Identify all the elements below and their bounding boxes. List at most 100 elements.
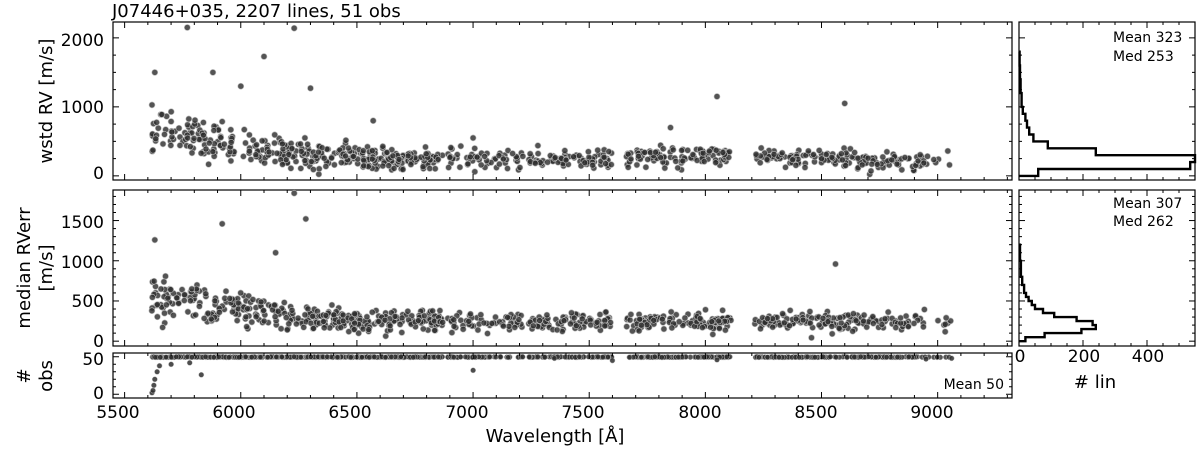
rv-scatter-point — [241, 126, 248, 133]
nobs-scatter-point — [865, 353, 872, 360]
err-scatter-point — [722, 326, 729, 334]
rv-histogram-step — [1018, 50, 1197, 178]
err-scatter-point — [675, 318, 683, 326]
rv-scatter-point — [217, 134, 225, 141]
rv-scatter-point — [287, 165, 295, 172]
err-scatter-point — [627, 311, 635, 318]
nobs-scatter-point — [347, 354, 354, 361]
err-scatter-point — [202, 290, 209, 298]
nobs-scatter-point — [605, 354, 611, 360]
nobs-scatter-point — [651, 353, 658, 360]
err-scatter-point — [626, 316, 634, 324]
nobs-scatter-axes — [112, 352, 1013, 399]
err-scatter-point — [157, 285, 165, 293]
err-scatter-point — [355, 329, 362, 337]
rv-scatter-point — [290, 24, 298, 32]
err-scatter-point — [248, 318, 256, 326]
nobs-scatter-point — [695, 354, 701, 361]
nobs-scatter-point — [764, 354, 771, 361]
err-scatter-point — [351, 310, 359, 318]
err-scatter-point — [467, 310, 474, 318]
rv-scatter-point — [864, 154, 872, 162]
err-scatter-point — [150, 277, 158, 285]
err-scatter-point — [391, 313, 399, 320]
rv-scatter-point — [509, 150, 516, 157]
err-scatter-axes — [112, 189, 1013, 347]
err-scatter-point — [280, 299, 288, 306]
nobs-scatter-point — [576, 353, 583, 360]
err-scatter-point — [629, 327, 636, 335]
rv-scatter-point — [322, 163, 330, 170]
rv-scatter-point — [699, 149, 707, 157]
rv-scatter-point — [307, 158, 315, 165]
rv-scatter-point — [898, 166, 906, 174]
rv-scatter-point — [763, 156, 771, 163]
err-scatter-point — [285, 320, 293, 328]
err-scatter-point — [869, 313, 877, 320]
rv-scatter-point — [657, 154, 665, 161]
err-scatter-point — [593, 318, 601, 326]
err-scatter-point — [208, 315, 215, 323]
err-histogram-axes — [1018, 189, 1196, 347]
err-scatter-point — [350, 326, 358, 333]
rv-scatter-point — [842, 162, 849, 169]
rv-scatter-point — [282, 156, 290, 163]
nobs-scatter-point — [186, 359, 193, 366]
err-scatter-point — [708, 318, 716, 325]
rv-scatter-point — [471, 145, 479, 152]
nobs-scatter-point — [157, 354, 164, 361]
err-scatter-point — [570, 314, 578, 322]
err-scatter-point — [707, 323, 714, 331]
rv-scatter-point — [719, 149, 727, 156]
rv-scatter-point — [315, 170, 323, 178]
rv-scatter-point — [839, 156, 846, 164]
rv-scatter-point — [868, 160, 876, 168]
nobs-scatter-point — [534, 354, 541, 360]
rv-scatter-point — [752, 151, 760, 158]
err-scatter-point — [294, 314, 302, 322]
err-scatter-point — [477, 311, 485, 319]
err-scatter-point — [799, 316, 807, 324]
rv-scatter-point — [253, 141, 260, 149]
rv-scatter-point — [200, 119, 207, 126]
rv-scatter-point — [679, 157, 687, 165]
err-scatter-point — [345, 328, 353, 335]
err-scatter-point — [398, 329, 406, 336]
err-scatter-point — [897, 314, 904, 322]
rv-scatter-point — [924, 153, 931, 160]
nobs-scatter-point — [248, 354, 255, 360]
nobs-scatter-point — [851, 354, 858, 360]
nobs-scatter-point — [154, 368, 160, 375]
chart-title: J07446+035, 2207 lines, 51 obs — [111, 1, 401, 22]
nobs-scatter-point — [609, 357, 616, 364]
rv-scatter-point — [426, 165, 434, 172]
err-scatter-point — [668, 324, 676, 332]
err-scatter-point — [211, 297, 219, 305]
rv-scatter-point — [152, 135, 159, 143]
nobs-scatter-point — [600, 354, 606, 360]
err-scatter-point — [277, 325, 285, 333]
err-scatter-point — [764, 315, 771, 322]
nobs-scatter-point — [883, 354, 890, 361]
err-histogram-step — [1018, 243, 1097, 343]
rv-scatter-point — [202, 145, 210, 153]
rv-scatter-point — [149, 146, 157, 154]
err-scatter-point — [681, 314, 689, 322]
nobs-scatter-point — [723, 353, 730, 360]
err-scatter-point — [480, 319, 488, 327]
err-scatter-point — [170, 311, 177, 319]
nobs-scatter-point — [595, 353, 601, 360]
rv-scatter-point — [473, 153, 481, 161]
rv-scatter-point — [669, 146, 677, 154]
nobs-scatter-point — [278, 354, 285, 360]
rv-scatter-point — [271, 158, 279, 165]
err-scatter-point — [602, 308, 610, 316]
rv-scatter-point — [288, 145, 296, 152]
err-scatter-point — [450, 316, 458, 324]
rv-scatter-point — [237, 82, 245, 90]
nobs-scatter-point — [526, 354, 533, 360]
nobs-ylabel-line2: obs — [36, 360, 57, 392]
rv-scatter-point — [526, 150, 534, 158]
rv-scatter-point — [805, 147, 812, 155]
err-scatter-point — [869, 320, 877, 327]
